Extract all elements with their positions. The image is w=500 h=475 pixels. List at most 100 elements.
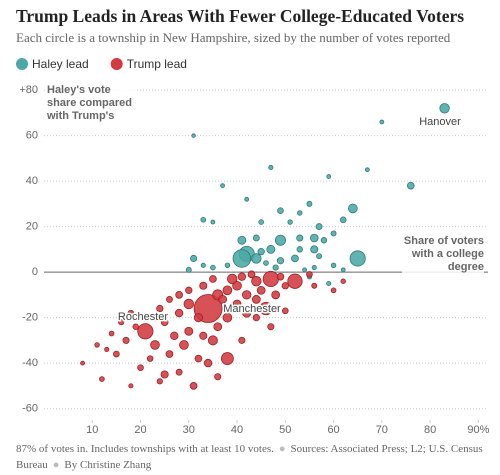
bubble	[296, 234, 304, 242]
bubble	[309, 233, 319, 243]
bubble	[210, 219, 216, 225]
bubble	[244, 196, 250, 202]
bubble	[252, 313, 260, 322]
bubble	[291, 254, 299, 263]
bubble	[122, 336, 130, 344]
bubble	[127, 309, 135, 317]
bubble	[330, 262, 337, 268]
bubble	[330, 287, 337, 294]
bubble	[203, 358, 213, 368]
bubble	[348, 203, 358, 214]
bubble	[311, 265, 317, 271]
bubble	[156, 304, 164, 313]
bubble	[193, 313, 203, 323]
bubble	[272, 264, 279, 271]
bubble	[137, 323, 154, 340]
bubble	[99, 376, 105, 382]
bubble	[306, 271, 313, 278]
bubble	[340, 278, 346, 284]
bubble	[251, 295, 261, 304]
bubble	[276, 257, 285, 265]
bubble	[326, 174, 332, 179]
bubble	[185, 266, 192, 273]
bubble	[258, 219, 264, 225]
annotation: Hanover	[419, 116, 461, 128]
bubble	[237, 235, 247, 245]
bubble	[200, 262, 206, 268]
bubble	[175, 368, 183, 376]
bubble	[340, 267, 346, 273]
bubble	[268, 164, 274, 170]
bubble	[185, 286, 193, 294]
bubble	[166, 295, 173, 303]
bubble	[316, 253, 323, 260]
chart: Haley lead Trump lead +80 60 40 20 0 -20 -40 -60 1…	[16, 57, 490, 436]
bubble	[175, 291, 183, 299]
bubble	[142, 314, 149, 321]
bubble	[218, 294, 228, 304]
bubble	[281, 282, 289, 290]
bubble	[104, 346, 110, 353]
bubble	[406, 181, 415, 190]
y-tick-label: 20	[26, 221, 38, 233]
bubble	[302, 267, 307, 273]
y-tick-label: -20	[22, 312, 38, 324]
bubble	[113, 350, 120, 358]
bubble	[214, 373, 222, 381]
bubble	[330, 230, 337, 237]
bubble	[199, 331, 208, 340]
bubble	[183, 298, 194, 310]
bubble	[200, 216, 207, 223]
bubble	[237, 272, 247, 281]
separator: ●	[278, 443, 286, 455]
bubble	[156, 378, 163, 385]
y-tick-label: 0	[32, 266, 38, 278]
bubble	[213, 322, 223, 332]
annotation: Rochester	[118, 311, 168, 323]
bubble	[267, 323, 275, 331]
bubble	[220, 352, 234, 365]
bubble	[326, 280, 332, 287]
bubble	[242, 290, 252, 300]
legend-label: Haley lead	[32, 57, 89, 71]
y-axis-label: Haley's vote share compared with Trump's	[47, 84, 137, 123]
bubble	[174, 308, 184, 318]
bubble	[227, 273, 238, 285]
bubble	[281, 307, 289, 315]
bubble	[189, 382, 198, 390]
bubble	[287, 219, 293, 225]
note: 87% of votes in. Includes townships with…	[16, 443, 274, 455]
bubble	[232, 249, 252, 268]
bubble	[259, 301, 273, 316]
legend-swatch	[16, 58, 28, 70]
y-tick-label: -40	[22, 357, 38, 369]
x-tick-label: 50	[279, 424, 291, 436]
bubble	[199, 281, 208, 290]
annotation: Manchester	[223, 303, 281, 315]
bubble	[146, 355, 154, 362]
bubble	[257, 248, 265, 256]
x-tick-label: 80	[424, 424, 436, 436]
bubble	[296, 246, 303, 253]
bubble	[160, 370, 169, 379]
bubble	[160, 318, 169, 326]
bubble	[222, 285, 233, 296]
x-axis-label: Share of voters with a college degree	[402, 235, 484, 274]
bubble	[80, 360, 85, 366]
bubble	[118, 319, 125, 326]
legend-swatch	[110, 58, 123, 70]
bubble	[263, 260, 269, 266]
bubble	[137, 364, 144, 371]
bubble	[439, 103, 450, 114]
bubble	[210, 264, 216, 271]
bubble	[232, 280, 242, 291]
bubble	[251, 276, 262, 287]
x-tick-label: 40	[231, 424, 243, 436]
separator: ●	[52, 459, 60, 471]
bubble	[224, 262, 231, 268]
bubble	[232, 299, 242, 309]
bubble	[277, 207, 284, 214]
chart-title: Trump Leads in Areas With Fewer College-…	[16, 6, 465, 26]
legend-label: Trump lead	[127, 57, 187, 71]
